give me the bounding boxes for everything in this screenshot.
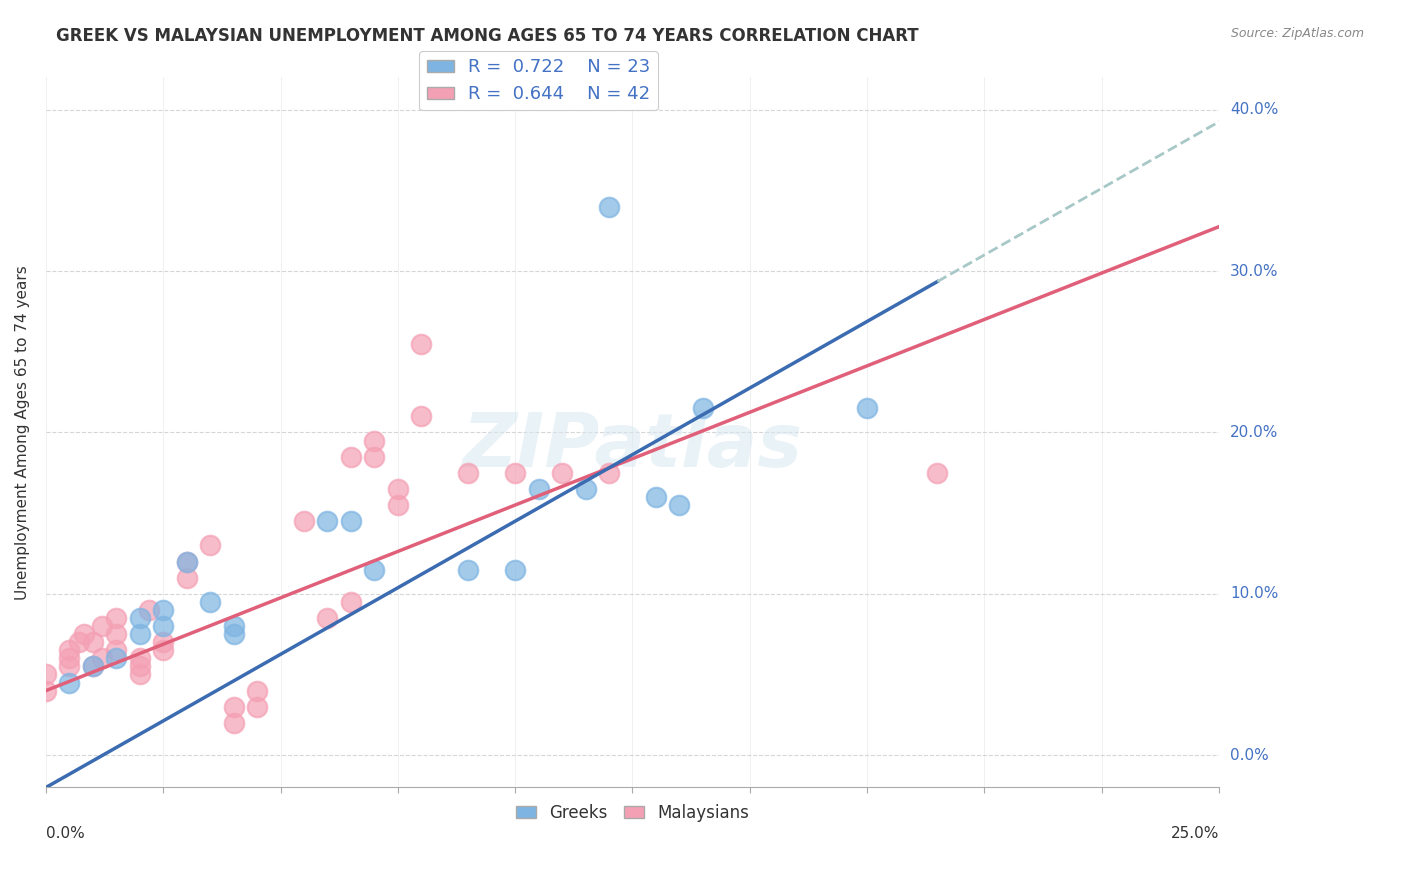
- Point: [292, 514, 315, 528]
- Point: [35, 683, 58, 698]
- Point: [387, 482, 409, 496]
- Text: GREEK VS MALAYSIAN UNEMPLOYMENT AMONG AGES 65 TO 74 YEARS CORRELATION CHART: GREEK VS MALAYSIAN UNEMPLOYMENT AMONG AG…: [56, 27, 920, 45]
- Point: [598, 466, 620, 480]
- Text: 20.0%: 20.0%: [1230, 425, 1278, 440]
- Point: [316, 514, 339, 528]
- Text: 0.0%: 0.0%: [46, 826, 84, 841]
- Point: [222, 699, 245, 714]
- Point: [927, 466, 949, 480]
- Point: [668, 498, 690, 512]
- Point: [411, 409, 433, 424]
- Point: [340, 450, 363, 464]
- Point: [503, 563, 526, 577]
- Point: [58, 659, 80, 673]
- Point: [222, 619, 245, 633]
- Point: [222, 715, 245, 730]
- Point: [128, 627, 150, 641]
- Point: [527, 482, 550, 496]
- Point: [105, 651, 128, 665]
- Point: [128, 667, 150, 681]
- Point: [128, 659, 150, 673]
- Point: [58, 651, 80, 665]
- Point: [574, 482, 596, 496]
- Point: [82, 659, 104, 673]
- Point: [222, 627, 245, 641]
- Point: [387, 498, 409, 512]
- Point: [176, 571, 198, 585]
- Point: [316, 611, 339, 625]
- Text: ZIPatlas: ZIPatlas: [463, 410, 803, 483]
- Text: 0.0%: 0.0%: [1230, 747, 1268, 763]
- Point: [246, 699, 269, 714]
- Point: [503, 466, 526, 480]
- Point: [82, 659, 104, 673]
- Point: [457, 466, 479, 480]
- Point: [692, 401, 714, 416]
- Point: [138, 603, 160, 617]
- Text: 40.0%: 40.0%: [1230, 103, 1278, 117]
- Point: [152, 635, 174, 649]
- Point: [457, 563, 479, 577]
- Point: [598, 200, 620, 214]
- Point: [363, 450, 385, 464]
- Point: [58, 643, 80, 657]
- Text: 25.0%: 25.0%: [1171, 826, 1219, 841]
- Point: [128, 651, 150, 665]
- Point: [91, 619, 114, 633]
- Point: [246, 683, 269, 698]
- Point: [105, 643, 128, 657]
- Point: [198, 538, 221, 552]
- Text: Source: ZipAtlas.com: Source: ZipAtlas.com: [1230, 27, 1364, 40]
- Point: [58, 675, 80, 690]
- Point: [35, 667, 58, 681]
- Point: [856, 401, 879, 416]
- Point: [128, 611, 150, 625]
- Legend: Greeks, Malaysians: Greeks, Malaysians: [509, 797, 756, 829]
- Point: [72, 627, 94, 641]
- Point: [363, 434, 385, 448]
- Point: [198, 595, 221, 609]
- Point: [551, 466, 574, 480]
- Point: [340, 514, 363, 528]
- Point: [152, 603, 174, 617]
- Point: [91, 651, 114, 665]
- Point: [152, 619, 174, 633]
- Point: [340, 595, 363, 609]
- Point: [105, 611, 128, 625]
- Point: [152, 643, 174, 657]
- Point: [105, 627, 128, 641]
- Text: 30.0%: 30.0%: [1230, 263, 1278, 278]
- Text: 10.0%: 10.0%: [1230, 586, 1278, 601]
- Y-axis label: Unemployment Among Ages 65 to 74 years: Unemployment Among Ages 65 to 74 years: [15, 265, 30, 599]
- Point: [363, 563, 385, 577]
- Point: [176, 555, 198, 569]
- Point: [645, 490, 668, 504]
- Point: [82, 635, 104, 649]
- Point: [176, 555, 198, 569]
- Point: [411, 336, 433, 351]
- Point: [67, 635, 90, 649]
